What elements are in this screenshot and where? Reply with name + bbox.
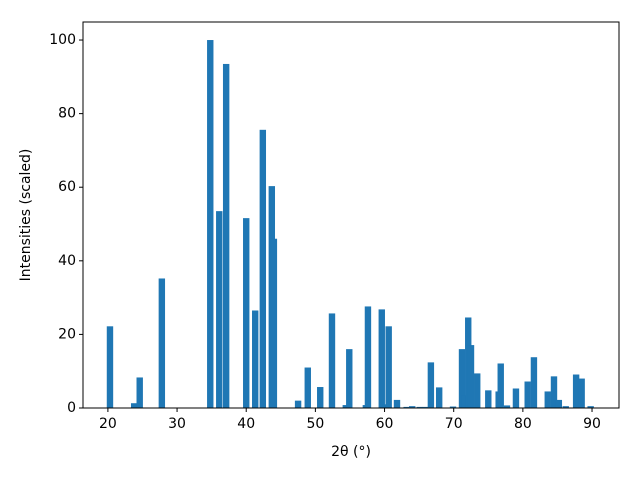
y-tick-label: 100 <box>49 32 76 48</box>
y-tick-label: 80 <box>58 106 76 122</box>
bar <box>136 377 143 408</box>
bar <box>422 406 430 408</box>
bar <box>409 406 416 408</box>
bar <box>207 40 214 408</box>
bar <box>555 399 563 408</box>
bar <box>435 387 443 408</box>
bar <box>130 403 138 408</box>
bar <box>294 400 302 408</box>
x-axis-label: 2θ (°) <box>331 444 371 460</box>
bar <box>461 395 468 408</box>
bar <box>382 404 389 408</box>
bar <box>393 399 401 408</box>
y-tick-label: 20 <box>58 326 76 342</box>
bar <box>317 387 324 408</box>
y-tick-label: 60 <box>58 179 76 195</box>
bar <box>222 63 230 409</box>
bar <box>449 406 457 408</box>
x-tick-label: 40 <box>237 416 255 432</box>
bar <box>497 363 504 408</box>
x-tick-label: 60 <box>376 416 394 432</box>
x-tick-label: 80 <box>514 416 532 432</box>
bar <box>474 373 481 408</box>
bar <box>485 390 492 408</box>
x-tick-label: 70 <box>445 416 463 432</box>
bar <box>416 406 424 408</box>
bar <box>467 345 475 408</box>
bar <box>512 388 520 408</box>
bar <box>524 381 531 408</box>
bar <box>458 349 466 408</box>
y-tick-label: 40 <box>58 253 76 269</box>
x-tick-label: 90 <box>583 416 601 432</box>
bar <box>270 238 278 408</box>
bar <box>572 374 580 408</box>
x-tick-label: 20 <box>99 416 117 432</box>
bar <box>106 326 114 408</box>
bar <box>328 313 336 408</box>
bar <box>530 357 538 408</box>
bar <box>243 218 250 408</box>
bar <box>578 378 585 408</box>
bar <box>252 310 259 408</box>
bar <box>427 362 435 408</box>
plot-frame <box>82 21 620 409</box>
bar <box>378 309 385 408</box>
bar <box>562 406 569 408</box>
bar <box>259 129 267 408</box>
bar <box>216 211 223 408</box>
bar <box>503 405 511 408</box>
bar <box>385 326 392 408</box>
bar <box>403 406 410 408</box>
bar <box>587 406 594 408</box>
bar <box>364 306 372 408</box>
y-axis-label: Intensities (scaled) <box>18 149 34 282</box>
bar <box>346 349 353 408</box>
x-tick-label: 50 <box>306 416 324 432</box>
bar <box>304 367 311 408</box>
bar <box>550 376 558 408</box>
bar <box>544 391 551 408</box>
x-tick-label: 30 <box>168 416 186 432</box>
bar <box>158 278 166 408</box>
y-tick-label: 0 <box>67 400 76 416</box>
bar <box>342 405 350 408</box>
